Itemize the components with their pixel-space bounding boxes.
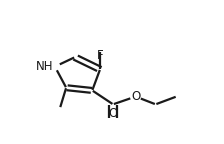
Text: O: O (108, 107, 118, 120)
Text: F: F (97, 49, 103, 62)
Text: NH: NH (36, 60, 53, 73)
Text: O: O (131, 90, 140, 103)
